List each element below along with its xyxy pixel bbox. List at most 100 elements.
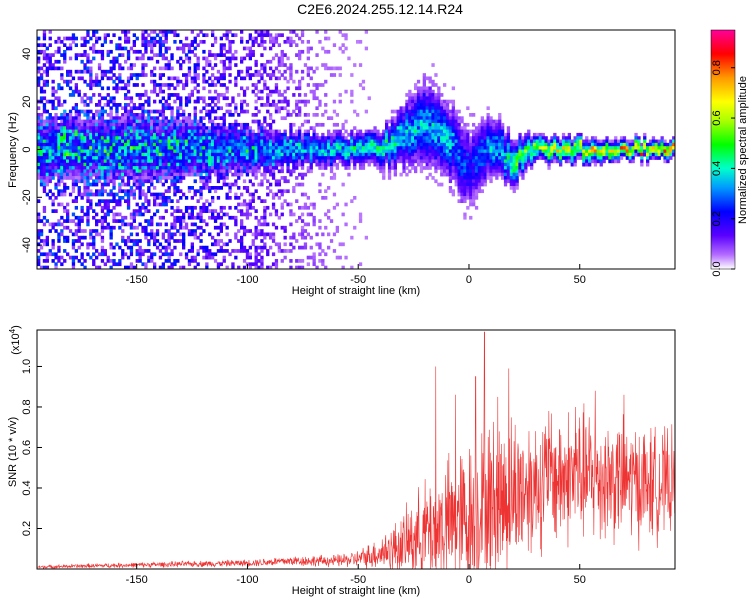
spectrogram-cell [182,245,186,250]
spectrogram-cell [216,249,221,253]
spectrogram-cell [231,215,235,220]
spectrogram-cell [327,66,331,71]
spectrogram-cell [498,142,502,147]
spectrogram-cell [393,146,397,150]
spectrogram-cell [42,43,47,47]
spectrogram-cell [480,179,484,184]
spectrogram-cell [153,235,157,240]
spectrogram-cell [45,152,49,157]
spectrogram-cell [112,172,116,177]
spectrogram-cell [434,106,438,111]
spectrogram-cell [422,122,426,127]
spectrogram-cell [86,215,90,220]
spectrogram-cell [419,86,424,91]
spectrogram-cell [306,152,310,157]
spectrogram-cell [51,129,55,134]
spectrogram-cell [167,252,171,257]
spectrogram-cell [364,139,368,144]
spectrogram-cell [489,139,493,144]
spectrogram-cell [39,96,44,101]
spectrogram-cell [324,103,328,107]
spectrogram-cell [324,66,328,71]
spectrogram-cell [434,159,438,164]
spectrogram-cell [193,169,197,174]
spectrogram-cell [280,33,284,38]
spectrogram-cell [283,146,287,150]
spectrogram-cell [332,109,337,114]
spectrogram-cell [399,116,403,121]
spectrogram-cell [234,149,238,154]
spectrogram-cell [106,49,110,54]
spectrogram-cell [489,122,493,127]
spectrogram-cell [60,136,64,140]
spectrogram-cell [419,106,424,111]
spectrogram-cell [92,46,96,51]
spectrogram-cell [83,112,87,117]
spectrogram-cell [112,136,116,140]
spectrogram-cell [129,245,134,250]
spectrogram-cell [80,43,84,47]
spectrogram-cell [385,119,389,124]
spectrogram-cell [150,152,154,157]
spectrogram-cell [158,30,163,34]
spectrogram-cell [263,162,267,167]
spectrogram-cell [358,219,363,223]
spectrogram-cell [115,86,119,91]
spectrogram-cell [147,169,151,174]
spectrogram-cell [225,212,229,217]
spectrogram-cell [312,255,316,260]
spectrogram-cell [344,166,348,170]
spectrogram-cell [77,156,81,160]
spectrogram-cell [472,186,476,190]
spectrogram-cell [115,106,119,111]
spectrogram-cell [295,53,299,57]
spectrogram-cell [480,142,484,147]
spectrogram-cell [150,139,154,144]
spectrogram-cell [425,156,429,160]
spectrogram-cell [315,162,319,167]
spectrogram-cell [367,142,371,147]
spectrogram-cell [434,109,438,114]
spectrogram-cell [283,129,287,134]
spectrogram-cell [170,146,174,150]
spectrogram-cell [196,89,200,94]
spectrogram-cell [425,119,429,124]
spectrogram-cell [193,73,197,77]
spectrogram-cell [222,242,226,247]
spectrogram-cell [382,159,386,164]
spectrogram-cell [472,146,476,150]
spectrogram-cell [460,176,464,180]
spectrogram-cell [364,136,368,140]
spectrogram-cell [408,109,412,114]
spectrogram-cell [300,235,305,240]
spectrogram-cell [92,136,96,140]
spectrogram-cell [129,142,134,147]
spectrogram-cell [254,249,258,253]
spectrogram-cell [106,169,110,174]
spectrogram-cell [240,249,244,253]
spectrogram-cell [240,39,244,44]
spectrogram-cell [205,255,209,260]
spectrogram-cell [327,152,331,157]
spectrogram-cell [474,139,479,144]
spectrogram-cell [474,129,479,134]
spectrogram-cell [379,132,383,137]
spectrogram-cell [54,162,58,167]
spectrogram-cell [286,66,290,71]
spectrogram-cell [199,169,203,174]
spectrogram-cell [173,222,177,227]
spectrogram-cell [193,86,197,91]
spectrogram-cell [153,129,157,134]
spectrogram-cell [155,179,160,184]
spectrogram-cell [179,126,183,130]
spectrogram-cell [176,106,180,111]
spectrogram-cell [179,252,183,257]
spectrogram-cell [356,136,360,140]
spectrogram-cell [173,166,177,170]
spectrogram-cell [118,76,122,81]
spectrogram-cell [242,265,247,270]
spectrogram-cell [228,56,232,61]
spectrogram-cell [332,176,337,180]
spectrogram-cell [445,172,450,177]
spectrogram-cell [266,30,270,34]
